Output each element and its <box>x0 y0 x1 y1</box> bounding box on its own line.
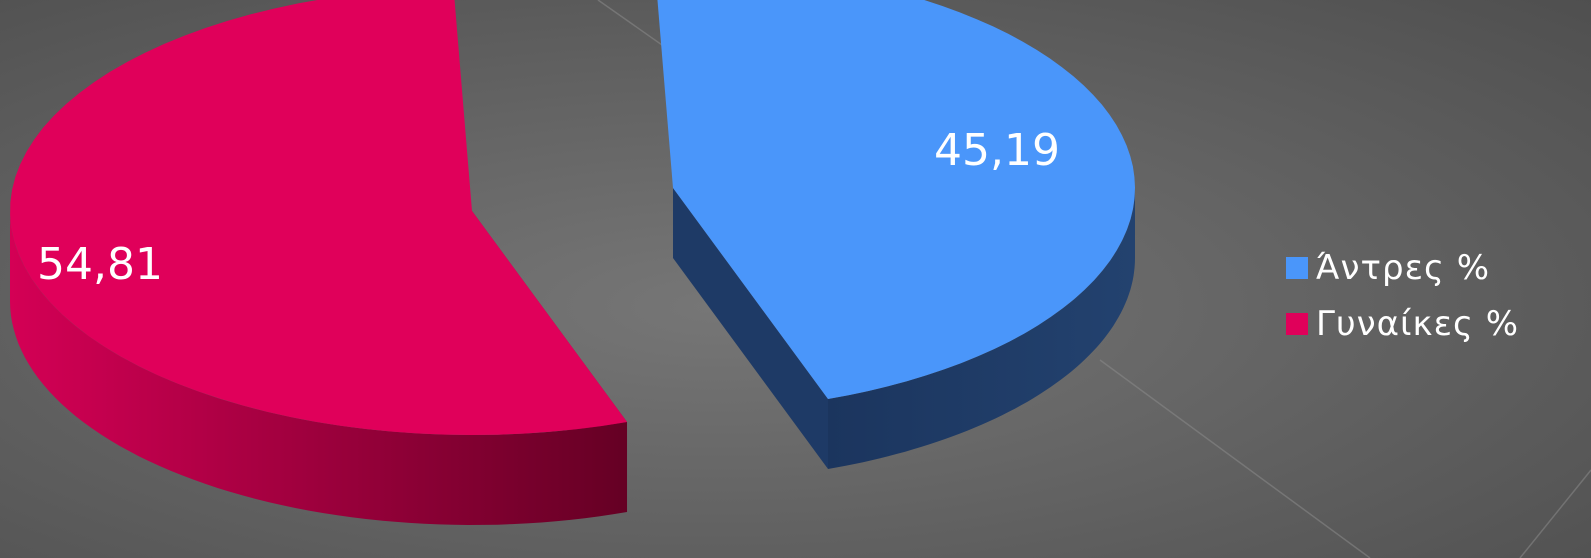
pie-slice-women-top <box>10 0 627 435</box>
decor-lines <box>597 0 1591 558</box>
pie-slice-men <box>657 0 1135 470</box>
pie-slice-men-top <box>657 0 1135 399</box>
pie-slice-men-side <box>828 188 1135 469</box>
legend-swatch-women <box>1286 313 1308 335</box>
legend-label-men: Άντρες % <box>1316 248 1491 288</box>
pie-slice-women-side <box>10 211 627 525</box>
legend-label-women: Γυναίκες % <box>1316 304 1520 344</box>
pie-slice-women <box>10 0 628 525</box>
legend: Άντρες % Γυναίκες % <box>1286 244 1586 356</box>
legend-swatch-men <box>1286 257 1308 279</box>
legend-item-women: Γυναίκες % <box>1286 300 1586 348</box>
pie-slice-men-wall <box>673 188 829 470</box>
data-label-women: 54,81 <box>37 239 163 290</box>
data-label-men: 45,19 <box>934 125 1060 176</box>
legend-item-men: Άντρες % <box>1286 244 1586 292</box>
